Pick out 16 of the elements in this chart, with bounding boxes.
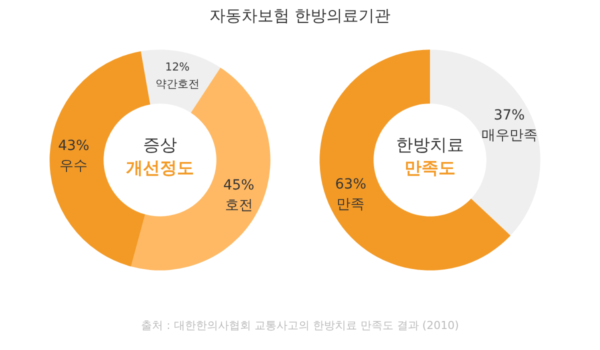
slice-label: 우수 <box>60 158 88 174</box>
data-label: 45% <box>223 177 254 194</box>
text: 자동차보험 한방의료기관 <box>208 6 392 27</box>
data-label: 63% <box>335 176 366 192</box>
slice-label: 약간호전 <box>155 77 200 90</box>
text: 증상 <box>143 136 177 156</box>
slice-label: 매우만족 <box>481 128 538 144</box>
data-label: 43% <box>58 138 90 154</box>
slice-label: 호전 <box>224 197 253 214</box>
slice-label: 만족 <box>336 196 365 212</box>
text: 만족도 <box>404 158 456 178</box>
data-label: 37% <box>494 108 525 124</box>
text: 한방치료 <box>396 136 464 156</box>
data-label: 12% <box>165 60 190 74</box>
text: 개선정도 <box>126 158 194 178</box>
source-note: 출처 : 대한한의사협회 교통사고의 한방치료 만족도 결과 (2010) <box>140 318 460 333</box>
